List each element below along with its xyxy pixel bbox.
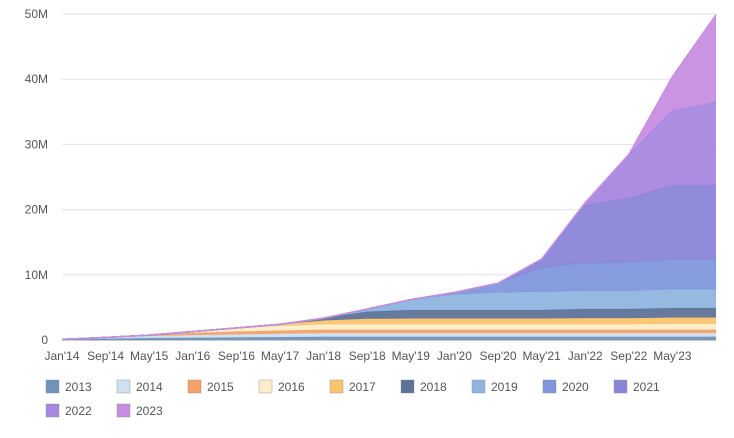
- legend-label: 2022: [65, 404, 92, 418]
- legend-label: 2015: [207, 380, 234, 394]
- x-tick-label: May'17: [261, 349, 300, 363]
- axes: 0 10M 20M 30M 40M 50M Jan'14 Sep'14 May'15 Jan'16…: [25, 7, 692, 363]
- legend-swatch: [116, 403, 131, 418]
- area-series-2021[interactable]: [62, 185, 716, 340]
- y-tick-label: 40M: [25, 72, 48, 86]
- legend-item-2014[interactable]: 2014: [116, 379, 163, 394]
- x-tick-label: May'15: [130, 349, 169, 363]
- x-tick-label: Sep'14: [87, 349, 124, 363]
- legend-swatch: [400, 379, 415, 394]
- y-tick-label: 50M: [25, 7, 48, 21]
- legend-label: 2023: [136, 404, 163, 418]
- legend-label: 2020: [562, 380, 589, 394]
- legend-label: 2014: [136, 380, 163, 394]
- y-tick-label: 10M: [25, 268, 48, 282]
- legend-label: 2019: [491, 380, 518, 394]
- legend-swatch: [45, 379, 60, 394]
- x-tick-label: Sep'16: [218, 349, 255, 363]
- legend-swatch: [329, 379, 344, 394]
- legend[interactable]: 2013 2014 2015 2016 2017 2018 2019 2020 2021 2022…: [45, 379, 660, 418]
- y-tick-label: 20M: [25, 203, 48, 217]
- area-series-2016[interactable]: [62, 324, 716, 340]
- x-tick-label: Sep'18: [349, 349, 386, 363]
- legend-swatch: [613, 379, 628, 394]
- legend-label: 2017: [349, 380, 376, 394]
- x-tick-label: Jan'16: [175, 349, 210, 363]
- legend-label: 2016: [278, 380, 305, 394]
- legend-item-2023[interactable]: 2023: [116, 403, 163, 418]
- area-series-line-2023: [61, 14, 717, 341]
- legend-item-2022[interactable]: 2022: [45, 403, 92, 418]
- x-tick-label: May'19: [392, 349, 431, 363]
- legend-item-2020[interactable]: 2020: [542, 379, 589, 394]
- x-tick-label: May'23: [653, 349, 692, 363]
- x-tick-label: Jan'14: [45, 349, 80, 363]
- area-series-2017[interactable]: [62, 317, 716, 340]
- legend-label: 2018: [420, 380, 447, 394]
- area-series-2019[interactable]: [62, 289, 716, 340]
- legend-item-2017[interactable]: 2017: [329, 379, 376, 394]
- legend-swatch: [45, 403, 60, 418]
- legend-item-2013[interactable]: 2013: [45, 379, 92, 394]
- x-tick-label: May'21: [522, 349, 561, 363]
- legend-swatch: [542, 379, 557, 394]
- legend-label: 2021: [633, 380, 660, 394]
- legend-swatch: [471, 379, 486, 394]
- legend-swatch: [187, 379, 202, 394]
- legend-swatch: [116, 379, 131, 394]
- x-tick-label: Jan'18: [306, 349, 341, 363]
- legend-item-2016[interactable]: 2016: [258, 379, 305, 394]
- area-series-2018[interactable]: [62, 308, 716, 340]
- legend-item-2021[interactable]: 2021: [613, 379, 660, 394]
- x-tick-label: Sep'20: [480, 349, 517, 363]
- y-tick-label: 0: [41, 333, 48, 347]
- legend-item-2018[interactable]: 2018: [400, 379, 447, 394]
- legend-item-2015[interactable]: 2015: [187, 379, 234, 394]
- area-series: [61, 14, 717, 341]
- y-tick-label: 30M: [25, 137, 48, 151]
- legend-item-2019[interactable]: 2019: [471, 379, 518, 394]
- legend-swatch: [258, 379, 273, 394]
- x-tick-label: Sep'22: [610, 349, 647, 363]
- x-tick-label: Jan'20: [437, 349, 472, 363]
- x-tick-label: Jan'22: [568, 349, 603, 363]
- area-series-2020[interactable]: [62, 259, 716, 340]
- legend-label: 2013: [65, 380, 92, 394]
